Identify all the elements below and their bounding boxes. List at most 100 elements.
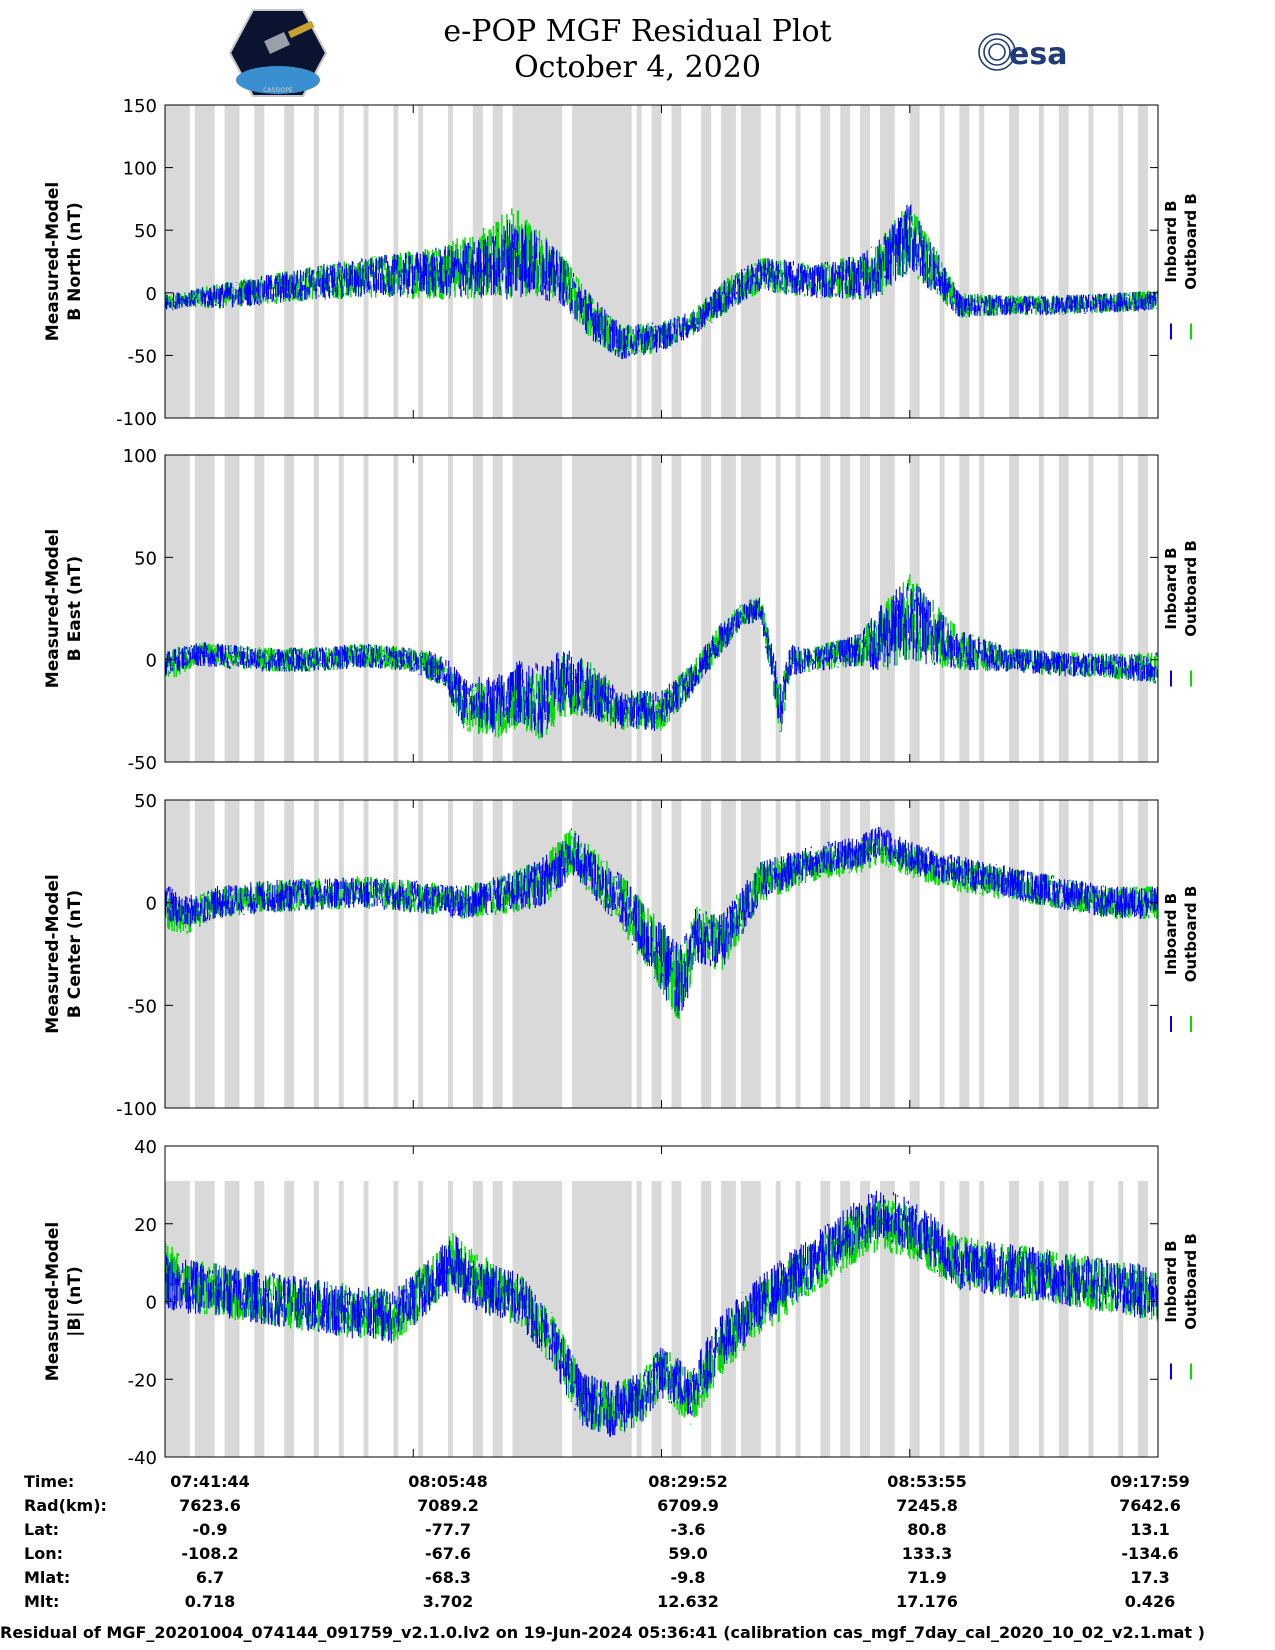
gap-region <box>701 455 712 762</box>
gap-region <box>651 1180 662 1457</box>
gap-region <box>472 1180 483 1457</box>
gap-region <box>363 800 369 1108</box>
gap-region <box>721 105 736 418</box>
gap-region <box>1058 800 1069 1108</box>
gap-region <box>472 800 483 1108</box>
gap-region <box>165 800 190 1108</box>
gap-region <box>1118 800 1124 1108</box>
gap-region <box>636 455 642 762</box>
legend: Inboard B Outboard B <box>1162 540 1200 687</box>
gap-region <box>224 455 240 762</box>
page-title: e-POP MGF Residual Plot October 4, 2020 <box>0 14 1275 86</box>
gap-region <box>448 800 453 1108</box>
row-value: 17.176 <box>896 1592 958 1611</box>
row-value: -0.9 <box>192 1520 228 1539</box>
title-line-1: e-POP MGF Residual Plot <box>443 14 832 49</box>
y-axis-label-line: Measured-Model <box>43 1222 63 1381</box>
gap-region <box>820 1180 831 1457</box>
gap-region <box>979 105 985 418</box>
gap-region <box>284 105 295 418</box>
gap-region <box>194 105 215 418</box>
gap-region <box>254 800 265 1108</box>
gap-region <box>1038 455 1044 762</box>
gap-region <box>284 800 295 1108</box>
gap-shading <box>165 455 1149 762</box>
gap-region <box>254 455 265 762</box>
gap-region <box>1088 105 1094 418</box>
gap-region <box>448 1180 453 1457</box>
gap-region <box>979 455 985 762</box>
row-value: -108.2 <box>181 1544 239 1563</box>
panel-1: 150 100 50 0 -50 -100 Measured-Model B North (n… <box>43 96 1200 430</box>
gap-shading <box>165 105 1149 418</box>
gap-region <box>338 105 344 418</box>
series-inboard-b <box>165 583 1158 738</box>
gap-region <box>840 1180 851 1457</box>
gap-region <box>492 455 503 762</box>
row-value: 17.3 <box>1130 1568 1170 1587</box>
row-value: 7089.2 <box>417 1496 479 1515</box>
gap-region <box>959 455 970 762</box>
gap-region <box>1088 455 1094 762</box>
row-value: 13.1 <box>1130 1520 1170 1539</box>
gap-shading <box>165 1180 1149 1457</box>
legend-label: Inboard B <box>1162 1240 1180 1322</box>
gap-region <box>572 1180 632 1457</box>
legend: Inboard B Outboard B <box>1162 193 1200 340</box>
gap-region <box>572 800 632 1108</box>
y-tick-label: -100 <box>116 409 157 430</box>
gap-region <box>313 455 319 762</box>
gap-region <box>701 1180 712 1457</box>
y-tick-label: 50 <box>134 221 157 242</box>
y-tick-label: 0 <box>146 894 157 915</box>
series-group <box>165 1190 1158 1437</box>
row-value: 7245.8 <box>896 1496 958 1515</box>
gap-region <box>165 1180 190 1457</box>
gap-region <box>224 800 240 1108</box>
gap-region <box>820 455 831 762</box>
gap-region <box>939 455 945 762</box>
row-value: 59.0 <box>668 1544 708 1563</box>
cassiope-logo: CASSIOPE <box>228 9 328 97</box>
panel-3: 50 0 -50 -100 Measured-Model B Center (nT) Inb… <box>43 791 1200 1120</box>
gap-region <box>1118 105 1124 418</box>
legend-label: Outboard B <box>1182 886 1200 983</box>
y-tick-label: 50 <box>134 791 157 812</box>
gap-region <box>1118 1180 1124 1457</box>
esa-swirl-icon <box>978 33 1016 71</box>
gap-region <box>572 105 632 418</box>
gap-region <box>701 105 712 418</box>
gap-region <box>363 455 369 762</box>
gap-region <box>671 1180 682 1457</box>
gap-region <box>254 105 265 418</box>
row-label: Lon: <box>24 1544 63 1563</box>
gap-region <box>1009 105 1019 418</box>
gap-region <box>651 455 662 762</box>
row-value: 71.9 <box>907 1568 947 1587</box>
gap-region <box>959 105 970 418</box>
gap-region <box>636 1180 642 1457</box>
gap-region <box>636 105 642 418</box>
footer-caption: Residual of MGF_20201004_074144_091759_v… <box>0 1623 1205 1642</box>
row-label: Mlt: <box>24 1592 60 1611</box>
gap-region <box>1038 800 1044 1108</box>
satellite-icon <box>264 32 290 54</box>
esa-wordmark: esa <box>1009 37 1067 72</box>
gap-region <box>1088 800 1094 1108</box>
gap-region <box>313 105 319 418</box>
row-value: 12.632 <box>657 1592 719 1611</box>
gap-region <box>860 800 871 1108</box>
gap-region <box>492 800 503 1108</box>
row-value: -9.8 <box>670 1568 706 1587</box>
gap-region <box>840 455 851 762</box>
solar-panel-icon <box>287 20 315 39</box>
gap-region <box>1058 105 1069 418</box>
gap-region <box>165 105 190 418</box>
y-axis-label-line: Measured-Model <box>43 874 63 1033</box>
y-tick-label: -50 <box>128 996 157 1017</box>
gap-region <box>959 1180 970 1457</box>
gap-region <box>1138 455 1149 762</box>
gap-region <box>740 800 761 1108</box>
row-value: 6.7 <box>195 1568 225 1587</box>
